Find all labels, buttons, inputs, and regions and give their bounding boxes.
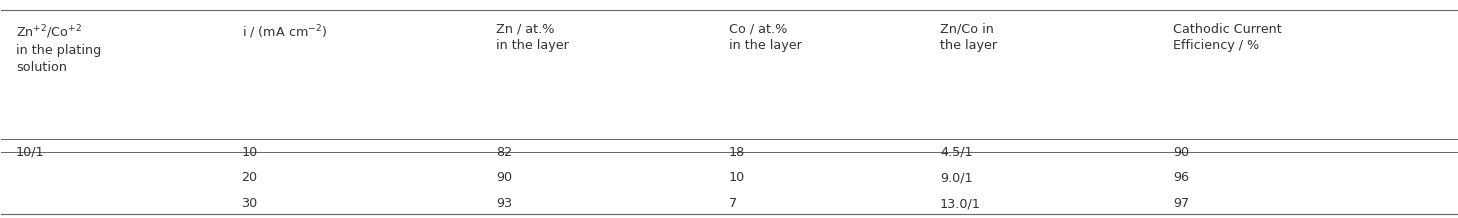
Text: 9.0/1: 9.0/1 [940, 171, 972, 184]
Text: 10: 10 [242, 145, 258, 158]
Text: Zn / at.%
in the layer: Zn / at.% in the layer [496, 23, 569, 52]
Text: 10/1: 10/1 [16, 145, 45, 158]
Text: 82: 82 [496, 145, 512, 158]
Text: 18: 18 [729, 145, 745, 158]
Text: Cathodic Current
Efficiency / %: Cathodic Current Efficiency / % [1172, 23, 1282, 52]
Text: 96: 96 [1172, 171, 1188, 184]
Text: 90: 90 [496, 171, 512, 184]
Text: i / (mA cm$^{-2}$): i / (mA cm$^{-2}$) [242, 23, 327, 41]
Text: Zn/Co in
the layer: Zn/Co in the layer [940, 23, 997, 52]
Text: 93: 93 [496, 197, 512, 210]
Text: Co / at.%
in the layer: Co / at.% in the layer [729, 23, 802, 52]
Text: 97: 97 [1172, 197, 1188, 210]
Text: 10: 10 [729, 171, 745, 184]
Text: 30: 30 [242, 197, 258, 210]
Text: Zn$^{+2}$/Co$^{+2}$
in the plating
solution: Zn$^{+2}$/Co$^{+2}$ in the plating solut… [16, 23, 101, 73]
Text: 20: 20 [242, 171, 258, 184]
Text: 13.0/1: 13.0/1 [940, 197, 981, 210]
Text: 7: 7 [729, 197, 738, 210]
Text: 90: 90 [1172, 145, 1188, 158]
Text: 4.5/1: 4.5/1 [940, 145, 972, 158]
